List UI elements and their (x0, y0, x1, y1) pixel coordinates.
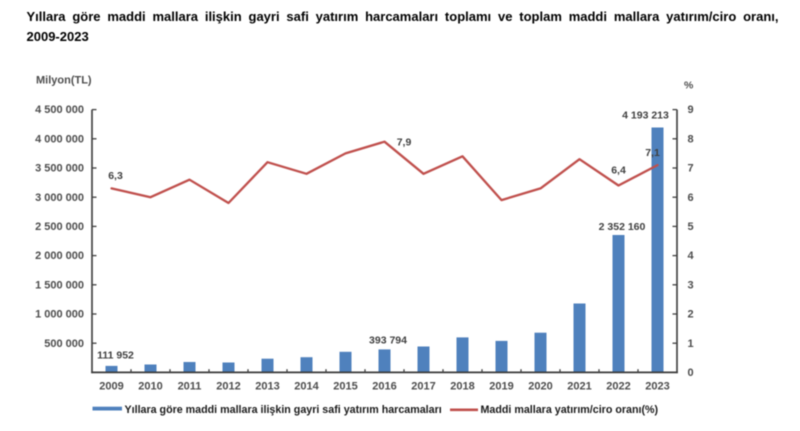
svg-text:6,3: 6,3 (108, 170, 123, 182)
svg-text:4 500 000: 4 500 000 (35, 104, 84, 116)
svg-text:Yıllara göre maddi mallara ili: Yıllara göre maddi mallara ilişkin gayri… (125, 404, 442, 416)
svg-text:2019: 2019 (489, 381, 513, 393)
svg-text:2011: 2011 (178, 381, 202, 393)
svg-text:1: 1 (688, 338, 694, 350)
svg-text:6,4: 6,4 (611, 165, 626, 177)
svg-text:7,1: 7,1 (645, 147, 660, 159)
svg-text:4 193 213: 4 193 213 (622, 110, 669, 122)
svg-text:2 500 000: 2 500 000 (35, 221, 84, 233)
svg-text:8: 8 (688, 133, 694, 145)
svg-text:2023: 2023 (645, 381, 669, 393)
svg-text:2017: 2017 (411, 381, 435, 393)
svg-text:111 952: 111 952 (97, 350, 134, 362)
svg-text:2014: 2014 (294, 381, 319, 393)
svg-text:500 000: 500 000 (44, 338, 84, 350)
svg-text:2009: 2009 (99, 381, 123, 393)
svg-text:4 000 000: 4 000 000 (35, 133, 84, 145)
svg-text:3: 3 (688, 279, 694, 291)
svg-text:2012: 2012 (216, 381, 240, 393)
svg-text:2020: 2020 (528, 381, 552, 393)
svg-text:Milyon(TL): Milyon(TL) (36, 75, 92, 87)
svg-text:0: 0 (688, 367, 694, 379)
svg-text:2: 2 (688, 309, 694, 321)
svg-text:2 000 000: 2 000 000 (35, 250, 84, 262)
svg-text:393 794: 393 794 (369, 335, 407, 347)
svg-text:2022: 2022 (606, 381, 630, 393)
svg-text:7: 7 (688, 163, 694, 175)
svg-text:2021: 2021 (567, 381, 591, 393)
svg-text:2 352 160: 2 352 160 (599, 221, 646, 233)
svg-text:%: % (684, 80, 694, 92)
svg-text:2010: 2010 (138, 381, 162, 393)
svg-text:1 000 000: 1 000 000 (35, 309, 84, 321)
svg-text:3 500 000: 3 500 000 (35, 163, 84, 175)
svg-text:2016: 2016 (372, 381, 396, 393)
svg-text:4: 4 (688, 250, 695, 262)
svg-text:9: 9 (688, 104, 694, 116)
svg-text:2013: 2013 (255, 381, 279, 393)
svg-text:2018: 2018 (450, 381, 474, 393)
svg-text:5: 5 (688, 221, 694, 233)
svg-text:6: 6 (688, 192, 694, 204)
svg-text:Maddi mallara yatırım/ciro ora: Maddi mallara yatırım/ciro oranı(%) (481, 404, 659, 416)
svg-text:7,9: 7,9 (397, 137, 412, 149)
svg-text:3 000 000: 3 000 000 (35, 192, 84, 204)
svg-text:2015: 2015 (333, 381, 357, 393)
svg-text:1 500 000: 1 500 000 (35, 279, 84, 291)
